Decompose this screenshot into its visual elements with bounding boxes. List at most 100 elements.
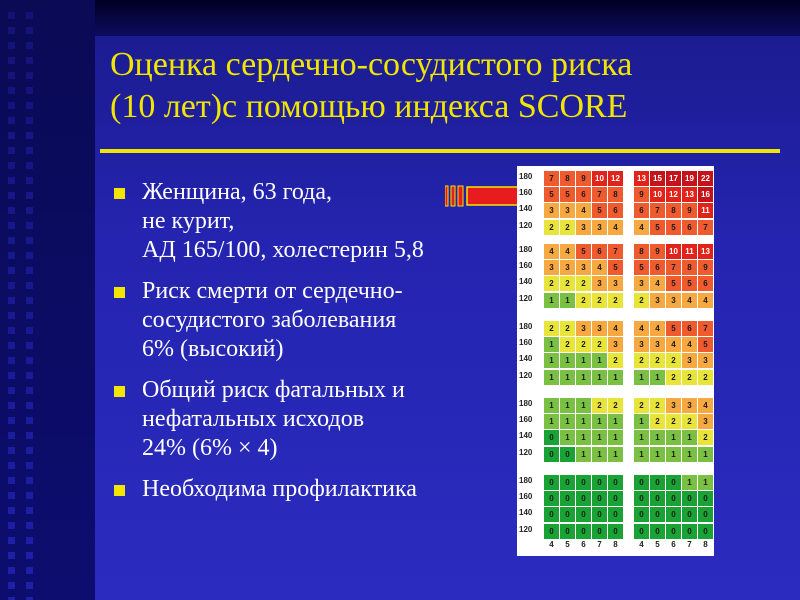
risk-cell: 2 xyxy=(650,353,665,369)
decorative-square xyxy=(26,42,33,49)
risk-cell: 9 xyxy=(650,244,665,259)
risk-cell: 2 xyxy=(560,219,575,235)
risk-cell: 1 xyxy=(608,446,623,462)
risk-cell: 0 xyxy=(608,491,623,507)
risk-cell: 7 xyxy=(698,219,713,235)
risk-cell: 0 xyxy=(608,507,623,523)
risk-cell: 0 xyxy=(698,491,713,507)
risk-cell: 0 xyxy=(592,523,607,539)
risk-cell: 2 xyxy=(608,353,623,369)
decorative-square xyxy=(8,27,15,34)
risk-cell: 1 xyxy=(544,292,559,308)
risk-cell: 0 xyxy=(560,446,575,462)
decorative-top-band xyxy=(95,0,800,36)
decorative-square xyxy=(8,177,15,184)
decorative-square xyxy=(8,237,15,244)
risk-cell: 0 xyxy=(650,523,665,539)
risk-cell: 0 xyxy=(576,475,591,490)
decorative-square xyxy=(8,567,15,574)
decorative-square xyxy=(26,537,33,544)
risk-cell: 1 xyxy=(634,446,649,462)
risk-cell: 1 xyxy=(592,414,607,430)
risk-cell: 5 xyxy=(698,337,713,353)
decorative-square xyxy=(8,477,15,484)
risk-cell: 7 xyxy=(608,244,623,259)
risk-cell: 2 xyxy=(666,414,681,430)
decorative-square xyxy=(26,237,33,244)
risk-cell: 4 xyxy=(650,276,665,292)
decorative-square xyxy=(8,132,15,139)
risk-cell: 3 xyxy=(560,203,575,219)
sbp-label: 120 xyxy=(519,293,533,303)
cholesterol-label: 4 xyxy=(639,540,644,549)
risk-cell: 3 xyxy=(698,414,713,430)
risk-cell: 1 xyxy=(634,369,649,385)
risk-cell: 2 xyxy=(576,276,591,292)
risk-cell: 8 xyxy=(608,187,623,203)
risk-cell: 6 xyxy=(608,203,623,219)
risk-cell: 0 xyxy=(576,491,591,507)
risk-cell: 0 xyxy=(634,491,649,507)
risk-cell: 6 xyxy=(634,203,649,219)
bullet-death-risk: Риск смерти от сердечно- сосудистого заб… xyxy=(114,277,514,364)
risk-cell: 0 xyxy=(560,523,575,539)
risk-cell: 3 xyxy=(682,398,697,413)
risk-cell: 6 xyxy=(698,276,713,292)
risk-cell: 2 xyxy=(592,292,607,308)
risk-cell: 10 xyxy=(666,244,681,259)
decorative-square xyxy=(8,207,15,214)
bullet-square-icon xyxy=(114,386,125,397)
bullet-square-icon xyxy=(114,485,125,496)
decorative-square xyxy=(8,342,15,349)
decorative-square xyxy=(26,207,33,214)
bullet-text: сосудистого заболевания xyxy=(142,307,397,333)
decorative-square xyxy=(8,162,15,169)
risk-cell: 13 xyxy=(634,171,649,186)
risk-cell: 17 xyxy=(666,171,681,186)
risk-cell: 8 xyxy=(666,203,681,219)
cholesterol-label: 5 xyxy=(565,540,570,549)
decorative-square xyxy=(8,417,15,424)
risk-cell: 1 xyxy=(576,414,591,430)
risk-cell: 2 xyxy=(576,337,591,353)
risk-cell: 5 xyxy=(560,187,575,203)
slide-title-line-1: Оценка сердечно-сосудистого риска xyxy=(110,46,633,83)
title-underline xyxy=(100,149,780,153)
risk-cell: 2 xyxy=(592,398,607,413)
risk-cell: 1 xyxy=(698,475,713,490)
bullet-text: Необходима профилактика xyxy=(142,476,417,502)
risk-cell: 2 xyxy=(634,398,649,413)
decorative-square xyxy=(8,192,15,199)
risk-cell: 0 xyxy=(592,491,607,507)
decorative-square xyxy=(8,492,15,499)
risk-cell: 1 xyxy=(576,430,591,446)
risk-cell: 2 xyxy=(560,321,575,336)
decorative-square xyxy=(26,282,33,289)
risk-cell: 1 xyxy=(650,430,665,446)
risk-cell: 1 xyxy=(576,398,591,413)
decorative-square xyxy=(26,552,33,559)
risk-cell: 2 xyxy=(682,369,697,385)
decorative-square xyxy=(8,507,15,514)
decorative-square xyxy=(26,417,33,424)
risk-cell: 1 xyxy=(650,446,665,462)
risk-cell: 4 xyxy=(698,398,713,413)
risk-cell: 2 xyxy=(544,219,559,235)
cholesterol-label: 4 xyxy=(549,540,554,549)
bullet-list: Женщина, 63 года, не курит, АД 165/100, … xyxy=(114,178,514,516)
sbp-label: 160 xyxy=(519,338,533,348)
risk-cell: 12 xyxy=(666,187,681,203)
decorative-square xyxy=(8,537,15,544)
risk-cell: 3 xyxy=(576,321,591,336)
decorative-square xyxy=(8,147,15,154)
sbp-label: 180 xyxy=(519,172,533,181)
risk-cell: 2 xyxy=(560,337,575,353)
bullet-text: не курит, xyxy=(142,208,235,234)
risk-cell: 6 xyxy=(592,244,607,259)
risk-cell: 4 xyxy=(650,321,665,336)
sbp-label: 120 xyxy=(519,447,533,457)
decorative-square xyxy=(8,87,15,94)
risk-cell: 4 xyxy=(682,337,697,353)
decorative-square xyxy=(26,342,33,349)
risk-cell: 7 xyxy=(592,187,607,203)
